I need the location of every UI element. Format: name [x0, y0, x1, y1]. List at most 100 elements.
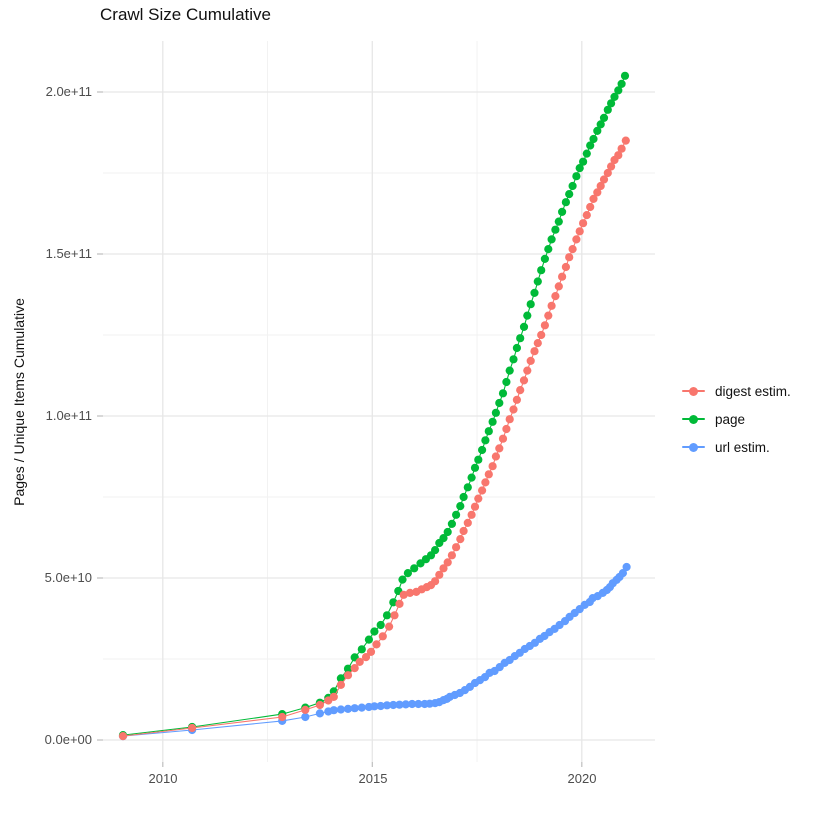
series-point-page	[596, 120, 605, 129]
series-point-page	[484, 427, 493, 436]
series-point-digest-estim-	[579, 219, 588, 228]
legend-key-icon	[682, 386, 705, 396]
series-point-digest-estim-	[565, 253, 574, 262]
series-point-page	[498, 389, 508, 398]
series-point-page	[502, 377, 511, 387]
series-point-page	[474, 455, 483, 464]
series-point-digest-estim-	[523, 366, 532, 375]
series-point-digest-estim-	[558, 272, 567, 281]
x-tick-label: 2020	[567, 771, 597, 786]
series-point-url-estim-	[376, 701, 385, 711]
series-point-digest-estim-	[547, 301, 556, 310]
series-dot-swatch	[689, 414, 698, 424]
series-point-page	[410, 564, 419, 573]
legend-item-label: digest estim.	[715, 383, 791, 399]
series-point-page	[565, 190, 574, 199]
series-point-url-estim-	[622, 562, 631, 572]
legend-item-page: page	[682, 405, 826, 433]
series-point-digest-estim-	[488, 462, 497, 471]
series-point-digest-estim-	[452, 543, 461, 552]
series-point-page	[523, 311, 532, 320]
series-point-digest-estim-	[540, 321, 550, 330]
series-point-page	[495, 398, 504, 408]
series-point-url-estim-	[408, 699, 417, 709]
series-point-page	[364, 635, 373, 644]
series-point-digest-estim-	[372, 640, 381, 649]
series-point-page	[599, 113, 609, 122]
series-point-digest-estim-	[502, 424, 511, 434]
legend-item-digest-estim: digest estim.	[682, 377, 826, 405]
legend-key-icon	[682, 414, 705, 424]
series-point-page	[617, 79, 626, 88]
legend-item-label: page	[715, 411, 746, 427]
series-point-digest-estim-	[551, 292, 560, 301]
series-point-page	[370, 627, 379, 636]
legend-key-icon	[682, 442, 705, 452]
series-point-page	[376, 620, 385, 630]
series-point-page	[554, 217, 563, 226]
series-point-digest-estim-	[355, 657, 364, 667]
series-point-digest-estim-	[395, 599, 404, 609]
series-point-digest-estim-	[575, 227, 584, 236]
series-point-url-estim-	[336, 705, 345, 714]
legend: digest estim. page url estim.	[682, 377, 826, 461]
series-point-digest-estim-	[593, 188, 602, 197]
series-point-digest-estim-	[530, 347, 539, 356]
series-point-digest-estim-	[431, 577, 440, 586]
series-line-page	[122, 75, 626, 736]
series-point-url-estim-	[618, 569, 628, 578]
series-point-digest-estim-	[526, 356, 535, 365]
series-dot-swatch	[689, 442, 698, 452]
series-point-digest-estim-	[614, 151, 623, 160]
series-point-page	[544, 245, 553, 254]
series-point-digest-estim-	[378, 632, 387, 641]
chart-title: Crawl Size Cumulative	[100, 5, 271, 24]
series-point-digest-estim-	[361, 653, 371, 662]
series-point-page	[586, 141, 595, 150]
series-point-digest-estim-	[443, 558, 452, 567]
y-tick-label: 2.0e+11	[45, 84, 92, 99]
series-point-page	[579, 157, 588, 166]
series-point-page	[561, 198, 571, 207]
series-point-url-estim-	[343, 704, 353, 714]
series-point-digest-estim-	[607, 162, 616, 171]
series-point-digest-estim-	[621, 136, 630, 145]
series-point-page	[614, 86, 623, 95]
series-point-url-estim-	[382, 701, 392, 710]
series-point-digest-estim-	[568, 245, 577, 254]
series-point-digest-estim-	[596, 181, 605, 191]
series-point-digest-estim-	[336, 680, 345, 690]
series-point-page	[403, 569, 412, 578]
series-point-digest-estim-	[537, 330, 546, 340]
series-point-digest-estim-	[405, 588, 415, 598]
series-point-digest-estim-	[278, 712, 287, 722]
series-point-digest-estim-	[572, 235, 581, 244]
y-tick-label: 0.0e+00	[44, 732, 92, 747]
series-point-page	[558, 207, 567, 216]
series-point-page	[343, 664, 353, 673]
series-point-digest-estim-	[586, 202, 595, 212]
series-point-digest-estim-	[329, 692, 338, 702]
series-point-page	[443, 527, 452, 537]
series-point-digest-estim-	[447, 551, 456, 560]
series-point-page	[551, 225, 560, 234]
y-tick-label: 5.0e+10	[44, 570, 92, 585]
series-point-page	[589, 134, 598, 144]
series-point-digest-estim-	[582, 211, 591, 220]
series-point-page	[607, 99, 616, 108]
series-point-digest-estim-	[554, 282, 563, 291]
series-point-digest-estim-	[533, 339, 542, 348]
series-point-page	[459, 492, 468, 502]
series-point-digest-estim-	[509, 405, 518, 414]
series-point-url-estim-	[389, 700, 398, 710]
series-point-digest-estim-	[188, 723, 197, 733]
series-point-page	[530, 288, 539, 297]
series-point-digest-estim-	[505, 415, 514, 424]
series-point-digest-estim-	[435, 570, 444, 579]
series-point-page	[336, 674, 345, 683]
series-point-digest-estim-	[516, 386, 525, 395]
series-dot-swatch	[689, 386, 698, 396]
series-point-url-estim-	[315, 709, 324, 718]
